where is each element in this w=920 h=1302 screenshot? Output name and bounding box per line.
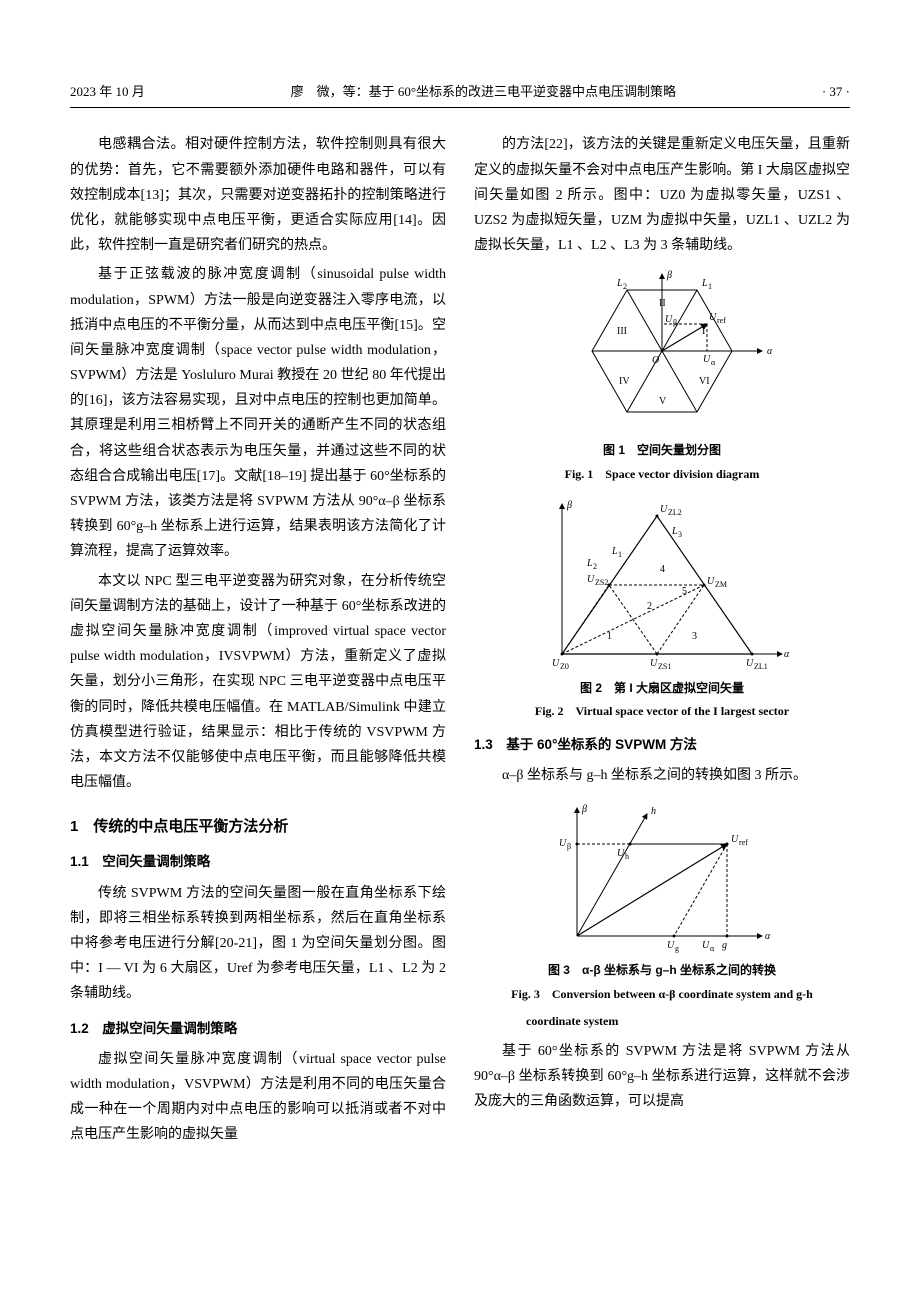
svg-text:L: L (586, 558, 593, 569)
figure-3: α β h g (474, 796, 850, 1033)
svg-text:ZL1: ZL1 (754, 662, 768, 671)
svg-text:U: U (552, 658, 560, 669)
figure-1-caption-en: Fig. 1 Space vector division diagram (474, 464, 850, 486)
svg-text:U: U (702, 940, 710, 951)
svg-text:α: α (765, 931, 771, 942)
svg-text:2: 2 (593, 562, 597, 571)
header-page-number: · 37 · (822, 80, 850, 103)
figure-1-caption-cn: 图 1 空间矢量划分图 (474, 440, 850, 462)
svg-text:5: 5 (682, 586, 687, 597)
page-header: 2023 年 10 月 廖 微，等：基于 60°坐标系的改进三电平逆变器中点电压… (70, 80, 850, 108)
svg-text:α: α (711, 358, 716, 367)
svg-text:2: 2 (647, 601, 652, 612)
svg-text:U: U (617, 848, 625, 859)
paragraph: 本文以 NPC 型三电平逆变器为研究对象，在分析传统空间矢量调制方法的基础上，设… (70, 569, 446, 796)
section-1-2-heading: 1.2 虚拟空间矢量调制策略 (70, 1017, 446, 1041)
svg-text:3: 3 (678, 530, 682, 539)
svg-text:U: U (650, 658, 658, 669)
svg-text:U: U (559, 838, 567, 849)
svg-text:U: U (709, 312, 717, 323)
svg-text:1: 1 (607, 631, 612, 642)
svg-text:U: U (660, 504, 668, 515)
svg-text:g: g (722, 940, 727, 951)
figure-2-svg: α β 1 (532, 494, 792, 674)
page-body: 电感耦合法。相对硬件控制方法，软件控制则具有很大的优势：首先，它不需要额外添加硬… (70, 132, 850, 1151)
svg-text:α: α (767, 346, 773, 357)
svg-text:h: h (651, 806, 656, 817)
header-title: 廖 微，等：基于 60°坐标系的改进三电平逆变器中点电压调制策略 (291, 80, 676, 103)
svg-text:1: 1 (708, 282, 712, 291)
svg-text:ZL2: ZL2 (668, 508, 682, 517)
paragraph: 基于 60°坐标系的 SVPWM 方法是将 SVPWM 方法从 90°α–β 坐… (474, 1039, 850, 1115)
svg-text:ZS1: ZS1 (658, 662, 671, 671)
paragraph: α–β 坐标系与 g–h 坐标系之间的转换如图 3 所示。 (474, 763, 850, 788)
figure-2: α β 1 (474, 494, 850, 723)
svg-text:L: L (616, 278, 623, 289)
svg-text:U: U (665, 314, 673, 325)
svg-text:ZS2: ZS2 (595, 578, 608, 587)
svg-text:U: U (667, 940, 675, 951)
figure-3-svg: α β h g (547, 796, 777, 956)
svg-text:U: U (703, 354, 711, 365)
svg-text:β: β (666, 270, 672, 281)
right-column: 的方法[22]，该方法的关键是重新定义电压矢量，且重新定义的虚拟矢量不会对中点电… (474, 132, 850, 1151)
svg-text:U: U (707, 576, 715, 587)
figure-1-svg: α β I II III IV V (547, 266, 777, 436)
svg-text:ref: ref (717, 316, 726, 325)
svg-text:U: U (746, 658, 754, 669)
left-column: 电感耦合法。相对硬件控制方法，软件控制则具有很大的优势：首先，它不需要额外添加硬… (70, 132, 446, 1151)
svg-text:Z0: Z0 (560, 662, 569, 671)
paragraph: 虚拟空间矢量脉冲宽度调制（virtual space vector pulse … (70, 1047, 446, 1148)
svg-text:V: V (659, 396, 667, 407)
svg-text:I: I (702, 326, 705, 337)
paragraph: 基于正弦载波的脉冲宽度调制（sinusoidal pulse width mod… (70, 262, 446, 564)
svg-text:U: U (587, 574, 595, 585)
paragraph: 的方法[22]，该方法的关键是重新定义电压矢量，且重新定义的虚拟矢量不会对中点电… (474, 132, 850, 258)
figure-2-caption-en: Fig. 2 Virtual space vector of the I lar… (474, 701, 850, 723)
svg-text:β: β (566, 500, 572, 511)
figure-2-caption-cn: 图 2 第 I 大扇区虚拟空间矢量 (474, 678, 850, 700)
svg-text:α: α (784, 649, 790, 660)
svg-text:g: g (675, 944, 679, 953)
figure-1: α β I II III IV V (474, 266, 850, 485)
figure-3-caption-en-line2: coordinate system (526, 1011, 850, 1033)
svg-text:3: 3 (692, 631, 697, 642)
svg-text:IV: IV (619, 376, 630, 387)
paragraph: 传统 SVPWM 方法的空间矢量图一般在直角坐标系下绘制，即将三相坐标系转换到两… (70, 881, 446, 1007)
svg-text:ref: ref (739, 838, 748, 847)
section-1-heading: 1 传统的中点电压平衡方法分析 (70, 813, 446, 840)
figure-3-caption-en-line1: Fig. 3 Conversion between α-β coordinate… (474, 984, 850, 1006)
svg-text:II: II (659, 298, 666, 309)
svg-text:β: β (567, 842, 571, 851)
svg-text:1: 1 (618, 550, 622, 559)
svg-text:III: III (617, 326, 627, 337)
svg-text:L: L (671, 526, 678, 537)
section-1-1-heading: 1.1 空间矢量调制策略 (70, 850, 446, 874)
paragraph: 电感耦合法。相对硬件控制方法，软件控制则具有很大的优势：首先，它不需要额外添加硬… (70, 132, 446, 258)
svg-text:α: α (710, 944, 715, 953)
svg-text:ZM: ZM (715, 580, 727, 589)
section-1-3-heading: 1.3 基于 60°坐标系的 SVPWM 方法 (474, 733, 850, 757)
svg-text:h: h (625, 852, 629, 861)
svg-text:2: 2 (623, 282, 627, 291)
svg-text:U: U (731, 834, 739, 845)
header-date: 2023 年 10 月 (70, 80, 145, 103)
svg-text:L: L (701, 278, 708, 289)
svg-text:β: β (581, 804, 587, 815)
svg-text:4: 4 (660, 564, 665, 575)
svg-text:β: β (673, 318, 677, 327)
figure-3-caption-cn: 图 3 α-β 坐标系与 g–h 坐标系之间的转换 (474, 960, 850, 982)
svg-text:L: L (611, 546, 618, 557)
svg-text:O: O (652, 355, 659, 366)
svg-text:VI: VI (699, 376, 710, 387)
